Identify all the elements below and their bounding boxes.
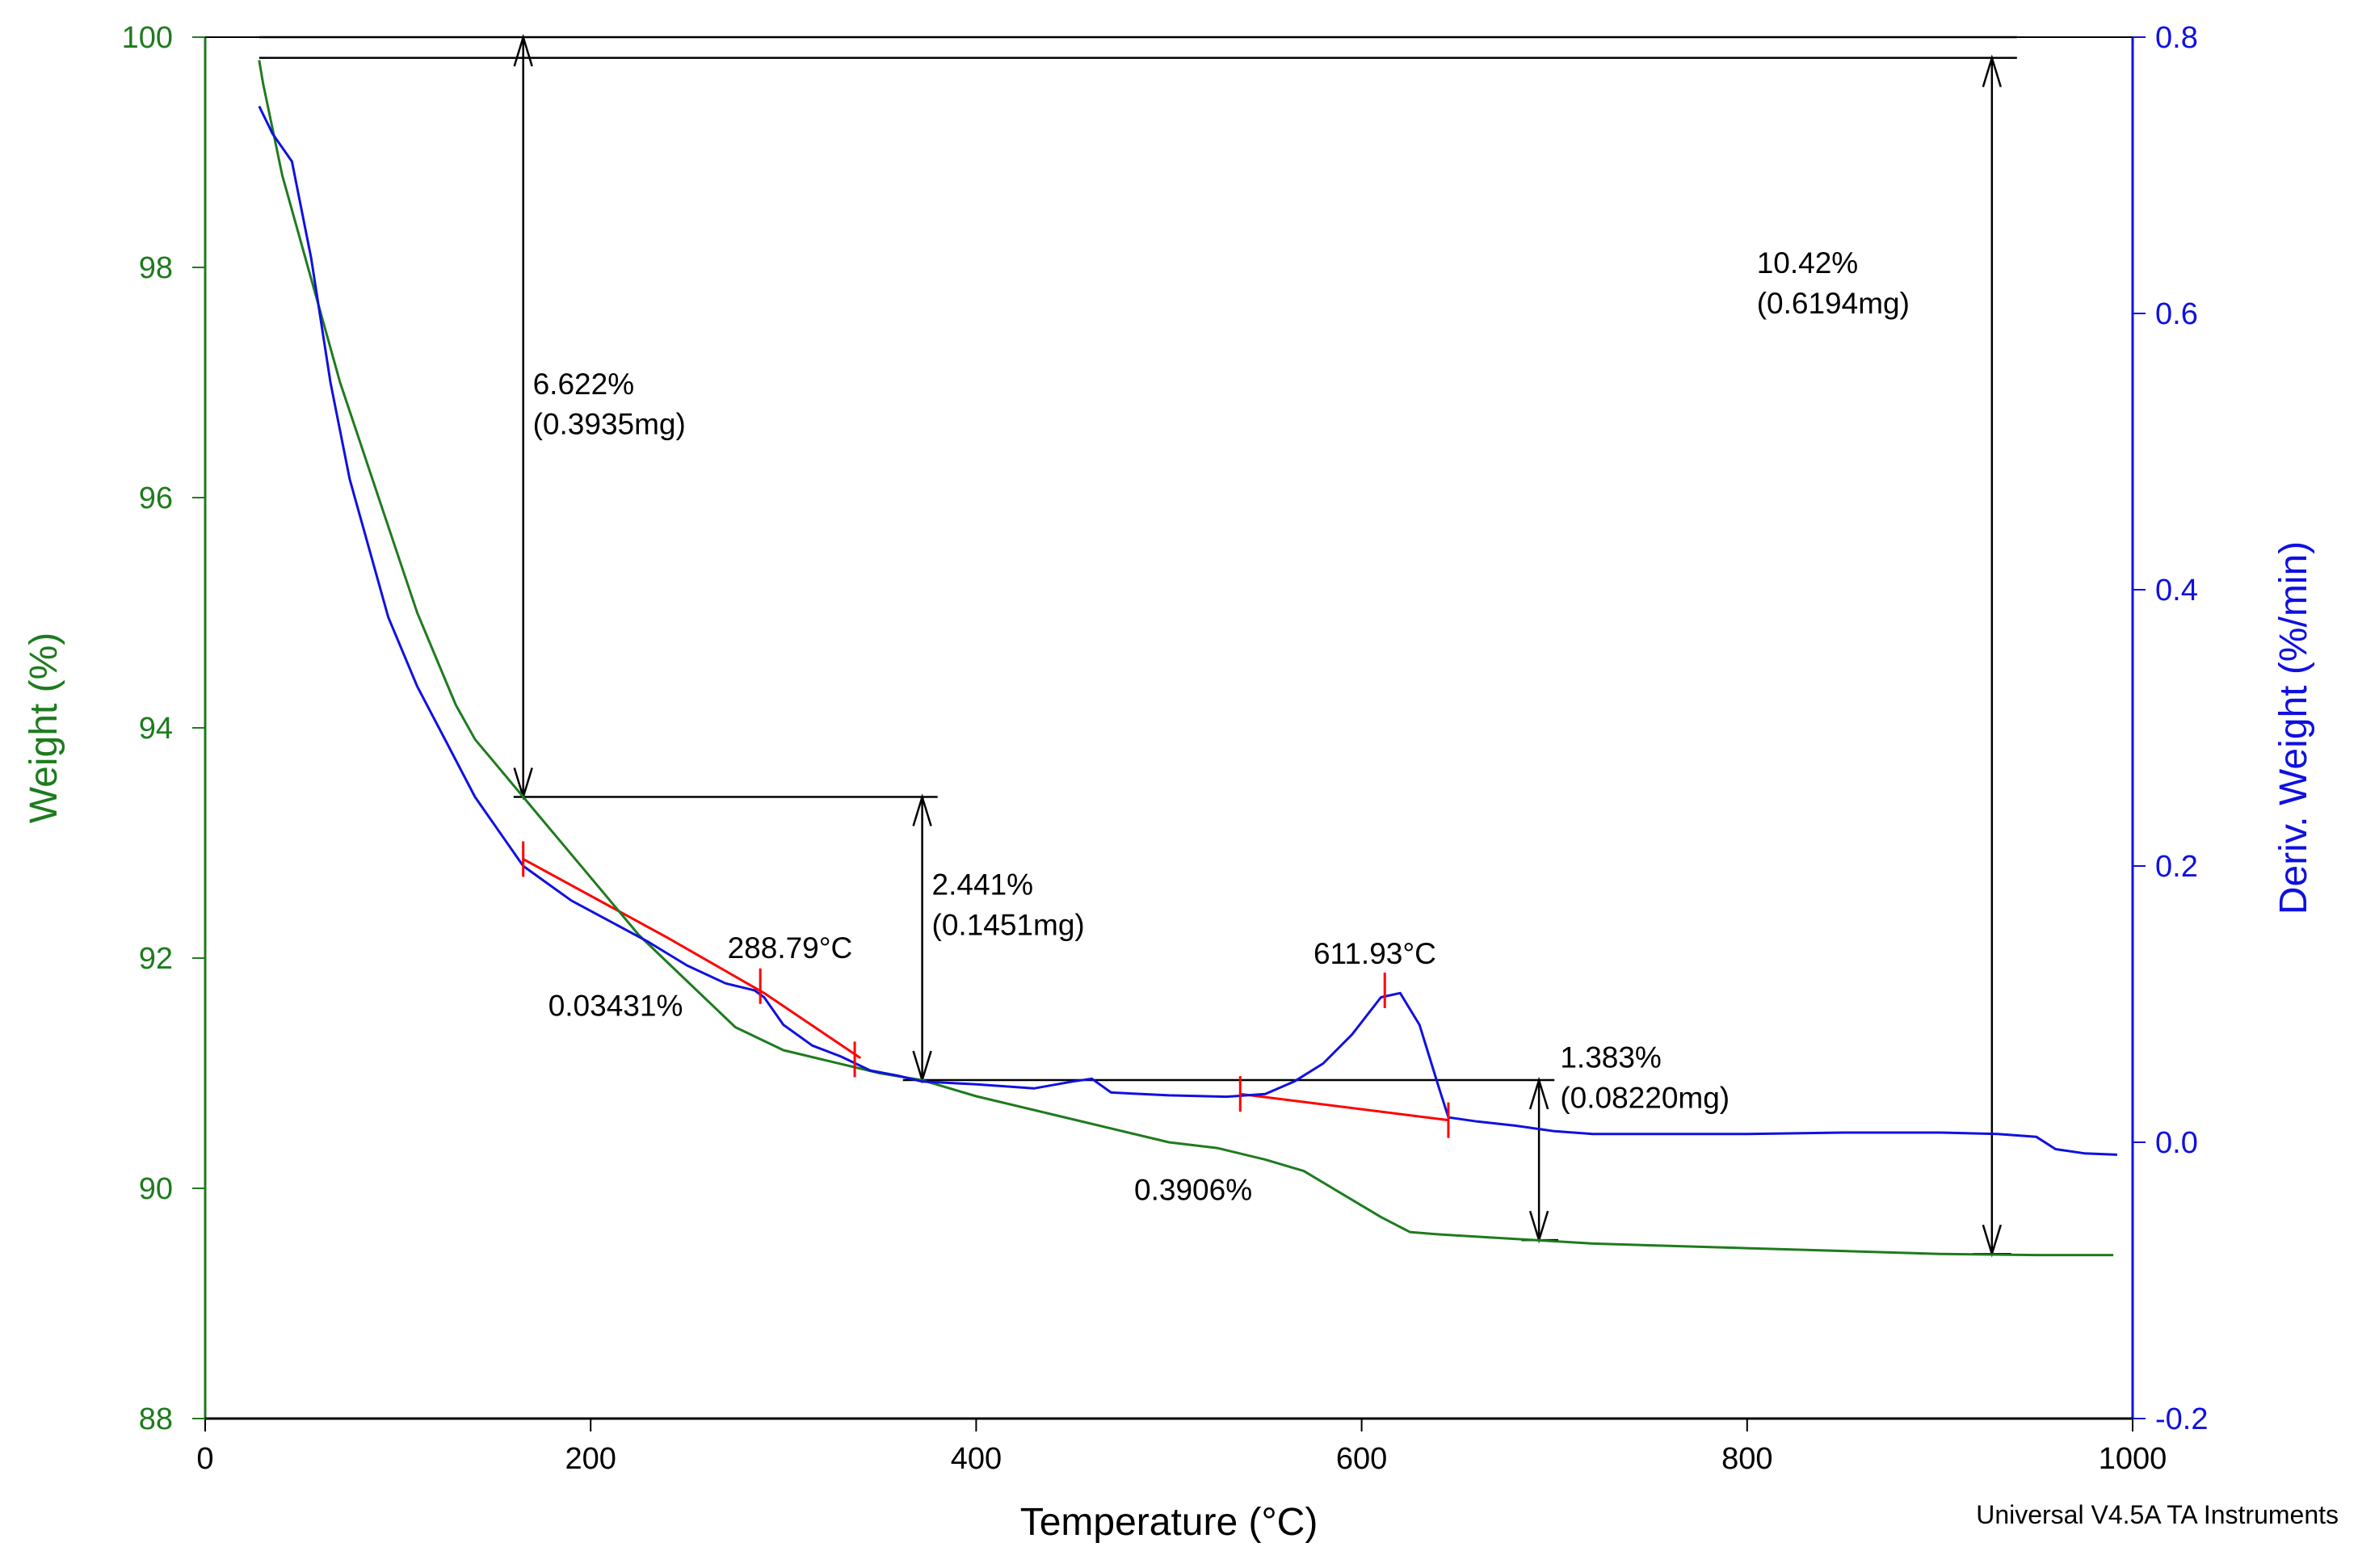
x-tick-label-600: 600: [1336, 1442, 1387, 1476]
y-tick-label-96: 96: [139, 481, 173, 515]
label-10-42-pct: 10.42%: [1757, 246, 1859, 280]
step-6622-arrow-top: [513, 33, 533, 67]
x-tick-label-1000: 1000: [2099, 1442, 2167, 1476]
y-tick-label-92: 92: [139, 942, 173, 976]
series-lines: [258, 60, 2117, 1257]
step-2441-arrow-top: [912, 793, 932, 826]
label-0-3906-pct: 0.3906%: [1134, 1173, 1252, 1206]
y2-tick-label-0_4: 0.4: [2155, 574, 2198, 607]
tangent-ticks: [522, 841, 1450, 1138]
x-axis-title: Temperature (°C): [1020, 1501, 1318, 1544]
y-axis-ticks: 88 90 92 94 96 98 100: [122, 21, 205, 1436]
y-tick-label-98: 98: [139, 251, 173, 285]
x-tick-label-800: 800: [1721, 1442, 1772, 1476]
y2-tick-label--0_2: -0.2: [2155, 1402, 2208, 1436]
deriv-series-line: [258, 105, 2117, 1156]
y2-tick-label-0: 0.0: [2155, 1126, 2198, 1160]
y-tick-label-90: 90: [139, 1172, 173, 1206]
x-tick-label-200: 200: [565, 1442, 616, 1476]
x-axis-ticks: 0 200 400 600 800 1000: [196, 1419, 2167, 1476]
footer-label: Universal V4.5A TA Instruments: [1976, 1500, 2339, 1529]
y-tick-label-88: 88: [139, 1402, 173, 1436]
step-1383-arrow-top: [1528, 1076, 1549, 1110]
label-2-441-pct: 2.441%: [932, 868, 1034, 902]
onset-tangent-1: [522, 858, 862, 1059]
plot-frame: [204, 36, 2134, 1420]
y-tick-label-100: 100: [122, 21, 173, 55]
label-288-79c: 288.79°C: [728, 931, 853, 965]
y2-tick-label-0_8: 0.8: [2155, 21, 2198, 55]
y2-axis-ticks: -0.2 0.0 0.2 0.4 0.6 0.8: [2133, 21, 2208, 1436]
annotations: 6.622% (0.3935mg) 10.42% (0.6194mg) 2.441% (0…: [533, 246, 1910, 1206]
y-axis-title: Weight (%): [23, 633, 65, 824]
x-tick-label-400: 400: [951, 1442, 1002, 1476]
label-1-383-pct: 1.383%: [1560, 1040, 1661, 1074]
weight-series-line: [258, 60, 2114, 1257]
onset-tangent-2: [1240, 1092, 1449, 1122]
step-markers: [258, 33, 2017, 1258]
label-0-08220mg: (0.08220mg): [1560, 1081, 1730, 1114]
y-tick-label-94: 94: [139, 712, 173, 746]
label-0-3935mg: (0.3935mg): [533, 408, 686, 441]
y2-axis-title: Deriv. Weight (%/min): [2272, 541, 2315, 914]
y2-tick-label-0_2: 0.2: [2155, 850, 2198, 884]
y2-tick-label-0_6: 0.6: [2155, 297, 2198, 331]
label-6622-pct: 6.622%: [533, 368, 635, 401]
label-0-1451mg: (0.1451mg): [932, 909, 1085, 942]
tangent-lines: [522, 858, 1449, 1122]
label-0-03431-pct: 0.03431%: [549, 989, 683, 1022]
label-611-93c: 611.93°C: [1314, 937, 1436, 970]
x-tick-label-0: 0: [196, 1442, 213, 1476]
label-0-6194mg: (0.6194mg): [1757, 287, 1910, 320]
step-1042-arrow-top: [1982, 54, 2003, 88]
